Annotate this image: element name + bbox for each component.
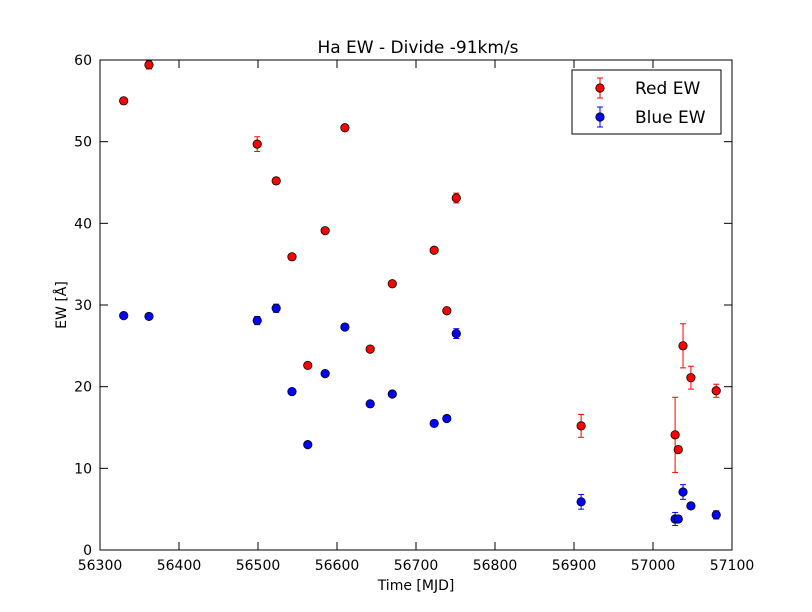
data-point (303, 440, 313, 450)
axis-ticks: 56300 56400 56500 56600 56700 56800 56900 57000… (74, 53, 754, 574)
data-point (451, 328, 461, 339)
data-point (451, 193, 461, 203)
x-tick-label: 56500 (236, 558, 281, 574)
chart-title: Ha EW - Divide -91km/s (317, 38, 518, 58)
data-point (340, 123, 350, 133)
data-point (271, 176, 281, 186)
data-point (711, 386, 721, 396)
x-tick-label: 56600 (315, 558, 360, 574)
data-point (252, 315, 262, 326)
data-point (686, 501, 696, 511)
data-point (673, 444, 683, 455)
y-tick-label: 10 (74, 461, 92, 477)
x-tick-label: 57100 (710, 558, 755, 574)
data-point (303, 360, 313, 371)
data-point (144, 60, 154, 70)
data-point (365, 399, 375, 409)
data-point (387, 389, 397, 399)
y-tick-label: 20 (74, 380, 92, 396)
data-point (287, 252, 297, 262)
x-axis-label: Time [MJD] (377, 578, 455, 594)
data-point (320, 226, 330, 236)
legend-label-blue-ew: Blue EW (635, 108, 706, 128)
x-tick-label: 56300 (78, 558, 123, 574)
legend-label-red-ew: Red EW (635, 79, 700, 99)
y-tick-label: 30 (74, 298, 92, 314)
data-point (340, 322, 350, 332)
data-point (670, 430, 680, 440)
data-point (252, 139, 262, 149)
data-point (119, 311, 129, 321)
data-point (442, 306, 452, 316)
legend-box (571, 69, 722, 135)
y-axis-label: EW [Å] (53, 281, 70, 329)
data-point (678, 487, 688, 497)
data-point (429, 418, 439, 429)
legend-marker-blue-ew (595, 112, 605, 122)
y-tick-label: 40 (74, 216, 92, 232)
x-tick-label: 56900 (552, 558, 597, 574)
data-point (576, 421, 586, 431)
data-point (320, 368, 330, 379)
series-red-ew (119, 60, 721, 473)
series-blue-ew (119, 303, 721, 526)
data-point (673, 514, 683, 524)
data-point (711, 510, 721, 520)
data-point (387, 279, 397, 289)
legend-marker-red-ew (595, 83, 605, 93)
x-tick-label: 56400 (157, 558, 202, 574)
x-tick-label: 56700 (394, 558, 439, 574)
legend: Red EW Blue EW (571, 69, 722, 135)
data-point (144, 311, 154, 322)
data-point (442, 413, 452, 424)
y-tick-label: 0 (83, 543, 92, 559)
x-tick-label: 57000 (631, 558, 676, 574)
y-tick-label: 50 (74, 135, 92, 151)
data-point (119, 96, 129, 106)
data-point (271, 303, 281, 313)
x-tick-label: 56800 (473, 558, 518, 574)
data-point (365, 344, 375, 354)
data-point (576, 497, 586, 507)
y-tick-label: 60 (74, 53, 92, 69)
data-point (429, 245, 439, 255)
data-point (678, 341, 688, 351)
plot-area (119, 60, 721, 526)
data-point (287, 386, 297, 397)
data-point (686, 373, 696, 383)
